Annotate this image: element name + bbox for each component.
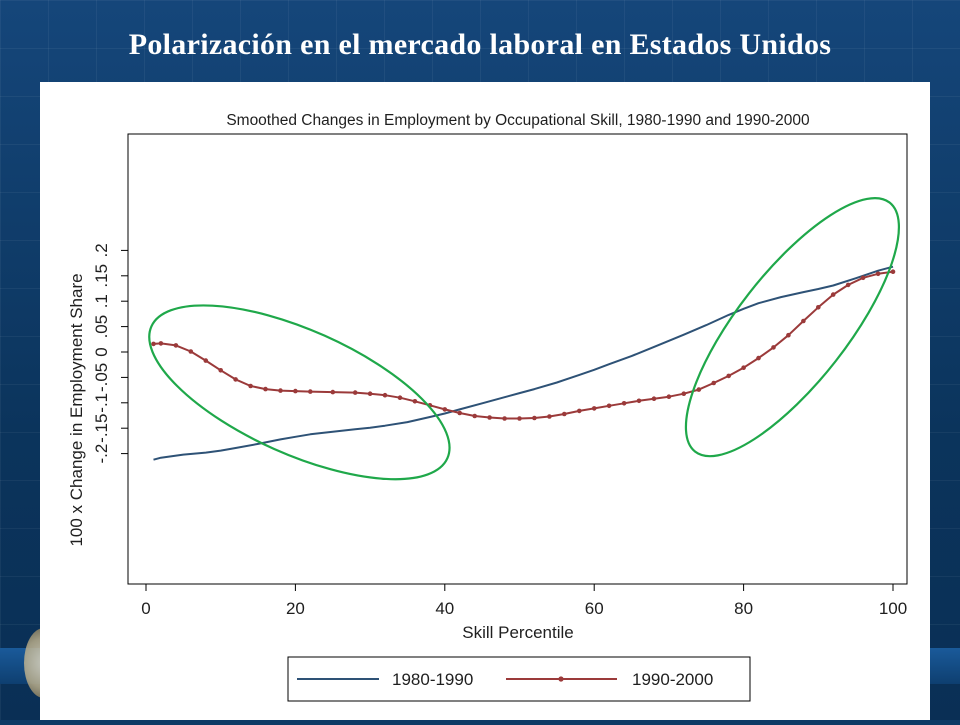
series-point-1990-2000: [830, 292, 836, 297]
series-point-1990-2000: [696, 387, 702, 392]
y-axis-label: 100 x Change in Employment Share: [67, 273, 86, 546]
series-point-1990-2000: [547, 414, 552, 419]
series-point-1990-2000: [233, 377, 238, 382]
series-point-1990-2000: [591, 406, 597, 411]
series-line-1980-1990: [153, 265, 894, 461]
series-point-1990-2000: [621, 401, 627, 406]
series-point-1990-2000: [293, 388, 298, 394]
axis-ticks: 0 20 40 60 80 100 -.2-.15-.1-.05 0 .05 .1 .15 .2: [92, 243, 907, 618]
series-point-1990-2000: [352, 390, 358, 395]
series-point-1990-2000: [756, 355, 761, 361]
annotation-ellipse-high-skill: [684, 197, 901, 458]
x-tick-label: 40: [435, 599, 454, 618]
y-tick-label: .1: [92, 294, 111, 308]
employment-chart: Smoothed Changes in Employment by Occupa…: [40, 82, 930, 702]
series-point-1990-2000: [472, 413, 478, 419]
y-tick-label: -.2: [92, 444, 111, 464]
series-point-1990-2000: [711, 380, 716, 386]
series-point-1990-2000: [577, 408, 582, 414]
series-point-1990-2000: [263, 386, 268, 392]
series-point-1990-2000: [816, 305, 821, 310]
chart-panel: Smoothed Changes in Employment by Occupa…: [40, 82, 930, 720]
x-tick-label: 0: [141, 599, 150, 618]
series-point-1990-2000: [845, 282, 851, 288]
x-tick-label: 20: [286, 599, 305, 618]
series-point-1990-2000: [681, 391, 687, 397]
series-layer: [151, 265, 896, 461]
series-point-1990-2000: [741, 365, 746, 371]
series-point-1990-2000: [412, 399, 418, 404]
series-point-1990-2000: [517, 416, 522, 421]
legend-label-1980-1990: 1980-1990: [392, 670, 473, 689]
y-tick-label: -.1: [92, 393, 111, 413]
series-point-1990-2000: [771, 345, 776, 350]
series-point-1990-2000: [278, 388, 283, 393]
chart-title: Smoothed Changes in Employment by Occupa…: [226, 112, 810, 129]
series-point-1990-2000: [562, 411, 567, 417]
y-tick-label: -.15: [92, 414, 111, 443]
chart-title-bar: [40, 82, 930, 132]
series-point-1990-2000: [158, 341, 164, 346]
legend: 1980-1990 1990-2000: [287, 656, 751, 702]
series-point-1990-2000: [666, 394, 672, 400]
series-point-1990-2000: [875, 271, 881, 277]
series-point-1990-2000: [606, 403, 612, 409]
x-tick-label: 60: [585, 599, 604, 618]
series-point-1990-2000: [248, 383, 253, 389]
series-point-1990-2000: [801, 318, 806, 324]
y-tick-label: 0: [92, 347, 111, 356]
legend-label-1990-2000: 1990-2000: [632, 670, 713, 689]
series-point-1990-2000: [188, 349, 194, 354]
series-point-1990-2000: [651, 396, 657, 402]
y-tick-label: .05: [92, 315, 111, 339]
plot-area: [127, 133, 908, 585]
series-point-1990-2000: [308, 389, 313, 394]
series-point-1990-2000: [860, 275, 866, 281]
series-point-1990-2000: [382, 392, 388, 398]
y-tick-label: -.05: [92, 363, 111, 392]
series-point-1990-2000: [330, 389, 336, 395]
series-point-1990-2000: [173, 343, 179, 348]
series-point-1990-2000: [502, 416, 507, 421]
legend-swatch-marker: [558, 676, 564, 682]
x-tick-label: 80: [734, 599, 753, 618]
annotation-layer: [148, 197, 901, 481]
annotation-ellipse-low-skill: [148, 304, 451, 481]
series-line-1990-2000: [153, 270, 894, 420]
series-point-1990-2000: [367, 391, 373, 397]
series-point-1990-2000: [890, 269, 896, 274]
series-point-1990-2000: [151, 341, 156, 347]
series-point-1990-2000: [726, 373, 731, 379]
series-point-1990-2000: [786, 332, 791, 338]
slide-title: Polarización en el mercado laboral en Es…: [128, 28, 832, 61]
series-point-1990-2000: [442, 407, 448, 412]
series-point-1990-2000: [457, 410, 463, 416]
y-tick-label: .2: [92, 243, 111, 257]
y-tick-label: .15: [92, 264, 111, 288]
series-point-1990-2000: [636, 398, 642, 404]
series-point-1990-2000: [397, 395, 403, 401]
series-point-1990-2000: [203, 358, 209, 363]
series-point-1990-2000: [218, 368, 223, 373]
x-tick-label: 100: [879, 599, 907, 618]
series-point-1990-2000: [532, 415, 537, 421]
series-point-1990-2000: [487, 415, 492, 420]
x-axis-label: Skill Percentile: [462, 623, 574, 642]
